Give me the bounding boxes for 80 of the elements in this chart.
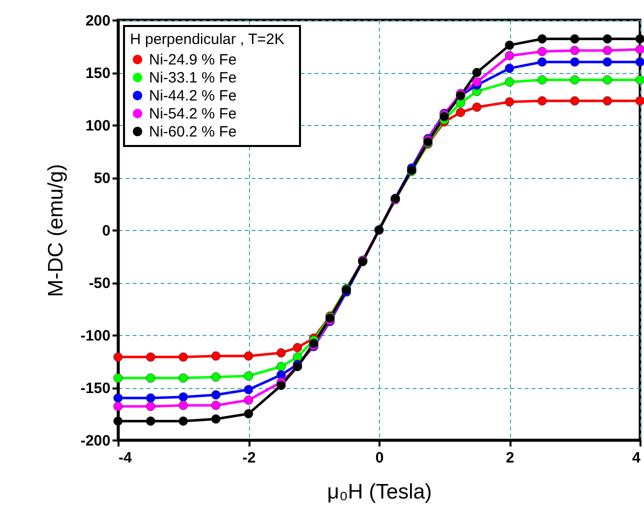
- point: [178, 373, 188, 383]
- point: [113, 373, 123, 383]
- point: [504, 40, 514, 50]
- point: [146, 373, 156, 383]
- point: [504, 51, 514, 60]
- point: [635, 44, 644, 54]
- point: [113, 352, 123, 362]
- y-tick-label: -150: [80, 380, 110, 397]
- point: [276, 362, 286, 372]
- y-tick-label: 150: [85, 65, 110, 82]
- point: [570, 46, 580, 56]
- legend-label: Ni-44.2 % Fe: [149, 88, 237, 104]
- point: [456, 108, 466, 118]
- point: [570, 34, 580, 44]
- point: [602, 57, 612, 67]
- point: [211, 414, 221, 424]
- point: [570, 57, 580, 67]
- point: [146, 393, 156, 403]
- point: [244, 395, 254, 405]
- legend-label: Ni-60.2 % Fe: [149, 124, 237, 140]
- point: [211, 400, 221, 410]
- x-tick-label: -4: [118, 450, 132, 466]
- point: [472, 68, 482, 78]
- point: [178, 400, 188, 410]
- legend-label: Ni-54.2 % Fe: [149, 106, 237, 122]
- point: [146, 402, 156, 412]
- point: [537, 46, 547, 56]
- y-axis-title: M-DC (emu/g): [44, 164, 68, 298]
- point: [635, 57, 644, 67]
- y-tick-label: 0: [102, 222, 110, 240]
- y-tick-label: -200: [80, 432, 110, 450]
- point: [635, 96, 644, 106]
- point: [276, 348, 286, 358]
- point: [178, 352, 188, 362]
- point: [211, 351, 221, 361]
- point: [276, 380, 286, 390]
- point: [602, 75, 612, 85]
- legend-label: Ni-24.9 % Fe: [149, 52, 237, 68]
- point: [635, 34, 644, 44]
- point: [537, 34, 547, 44]
- legend-label: Ni-33.1 % Fe: [149, 70, 237, 86]
- point: [211, 390, 221, 400]
- y-tick-label: -100: [80, 328, 110, 344]
- x-axis-title: μ₀H (Tesla): [327, 480, 432, 504]
- point: [244, 409, 254, 418]
- point: [244, 384, 254, 394]
- point: [244, 371, 254, 381]
- point: [570, 96, 580, 106]
- point: [178, 416, 188, 426]
- point: [537, 57, 547, 67]
- point: [178, 392, 188, 402]
- point: [504, 97, 514, 107]
- point: [292, 342, 302, 352]
- point: [537, 96, 547, 106]
- point: [602, 96, 612, 106]
- x-tick-label: 0: [375, 450, 384, 466]
- x-tick-label: -2: [242, 450, 256, 466]
- point: [211, 372, 221, 382]
- x-tick-label: 4: [632, 450, 642, 466]
- point: [244, 351, 254, 361]
- point: [113, 393, 123, 403]
- point: [472, 102, 482, 112]
- y-tick-label: 50: [94, 170, 110, 187]
- point: [146, 352, 156, 362]
- point: [146, 416, 156, 426]
- point: [504, 64, 514, 73]
- y-tick-label: -50: [88, 275, 110, 292]
- point: [113, 402, 123, 412]
- point: [113, 416, 123, 426]
- point: [537, 75, 547, 85]
- legend-title: H perpendicular , T=2K: [130, 31, 284, 48]
- x-tick-label: 2: [506, 450, 514, 466]
- point: [602, 46, 612, 56]
- point: [635, 75, 644, 85]
- y-tick-label: 100: [85, 118, 110, 134]
- point: [570, 75, 580, 85]
- point: [602, 34, 612, 44]
- y-tick-label: 200: [85, 12, 110, 30]
- point: [504, 77, 514, 87]
- point: [472, 77, 482, 87]
